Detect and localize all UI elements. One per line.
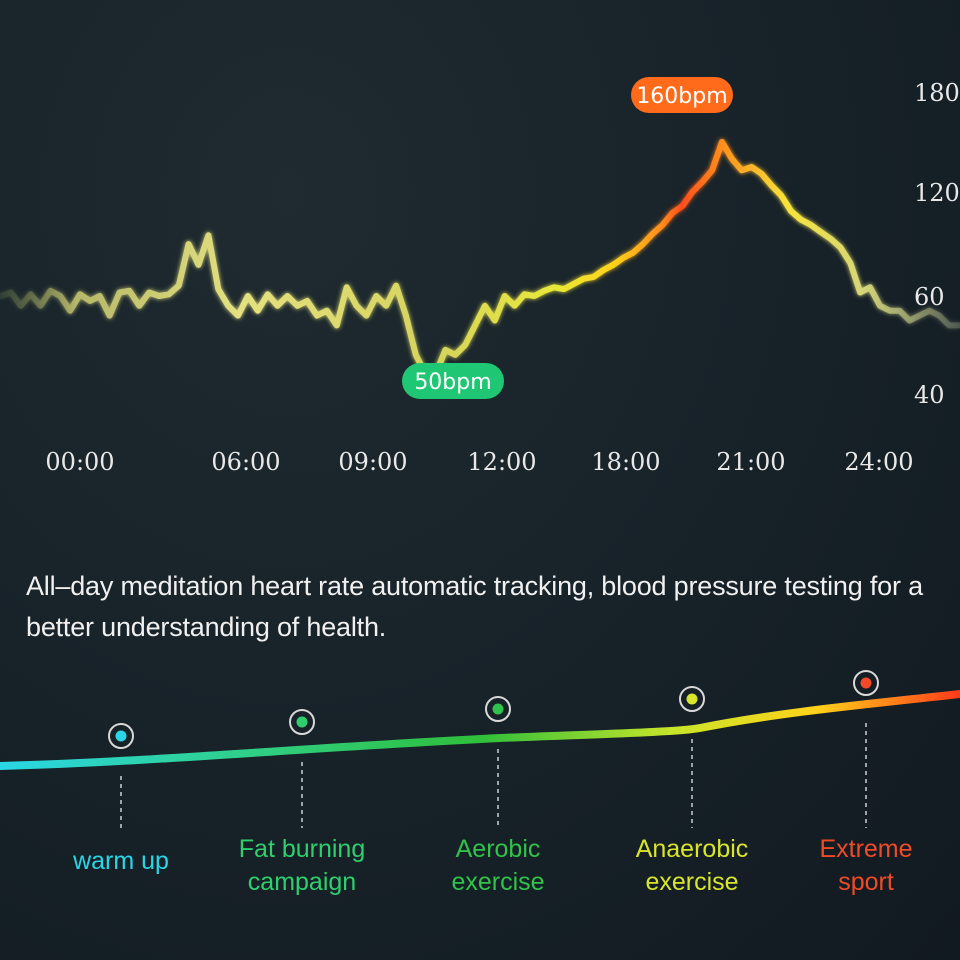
zone-label-line1: Fat burning [238, 835, 366, 863]
zone-label: Aerobic exercise [398, 833, 598, 899]
x-tick-label: 24:00 [844, 448, 913, 476]
zone-label: Fat burning campaign [202, 833, 402, 899]
zone-marker [485, 696, 511, 828]
zone-label: warm up [21, 845, 221, 878]
heart-rate-line [0, 139, 960, 378]
min-annotation: 50bpm [402, 363, 504, 399]
y-tick-label: 120 [914, 179, 960, 207]
zone-label-line1: Extreme [819, 835, 913, 863]
max-annotation: 160bpm [631, 77, 733, 113]
feature-description: All–day meditation heart rate automatic … [26, 571, 923, 642]
max-badge [631, 77, 733, 113]
x-tick-label: 09:00 [338, 448, 407, 476]
x-tick-label: 18:00 [591, 448, 660, 476]
zone-label-line2: sport [838, 868, 894, 896]
zone-label-line2: exercise [645, 868, 739, 896]
heart-rate-chart: 180 120 60 40 00:00 06:00 09:00 12:00 18:00 21:0… [0, 77, 960, 476]
x-tick-label: 00:00 [45, 448, 114, 476]
max-label: 160bpm [636, 84, 727, 109]
x-tick-label: 06:00 [211, 448, 280, 476]
zone-marker [853, 670, 879, 828]
zone-label-line1: Anaerobic [635, 835, 749, 863]
exercise-zones: warm up Fat burning campaign Aerobic exercis… [0, 650, 960, 960]
zone-label: Anaerobic exercise [592, 833, 792, 899]
x-tick-label: 12:00 [467, 448, 536, 476]
zone-marker [108, 723, 134, 828]
zone-label: Extreme sport [766, 833, 960, 899]
y-tick-label: 180 [914, 79, 960, 107]
min-badge [402, 363, 504, 399]
zone-marker [289, 709, 315, 828]
zone-marker [679, 686, 705, 828]
y-tick-label: 40 [914, 381, 945, 409]
x-tick-label: 21:00 [716, 448, 785, 476]
zone-label-line2: exercise [451, 868, 545, 896]
min-label: 50bpm [414, 370, 491, 395]
zone-label-line1: Aerobic [455, 835, 541, 863]
zone-label-line2: campaign [247, 868, 357, 896]
zone-label-line1: warm up [73, 847, 169, 875]
intensity-curve [0, 690, 960, 770]
y-tick-label: 60 [914, 283, 945, 311]
